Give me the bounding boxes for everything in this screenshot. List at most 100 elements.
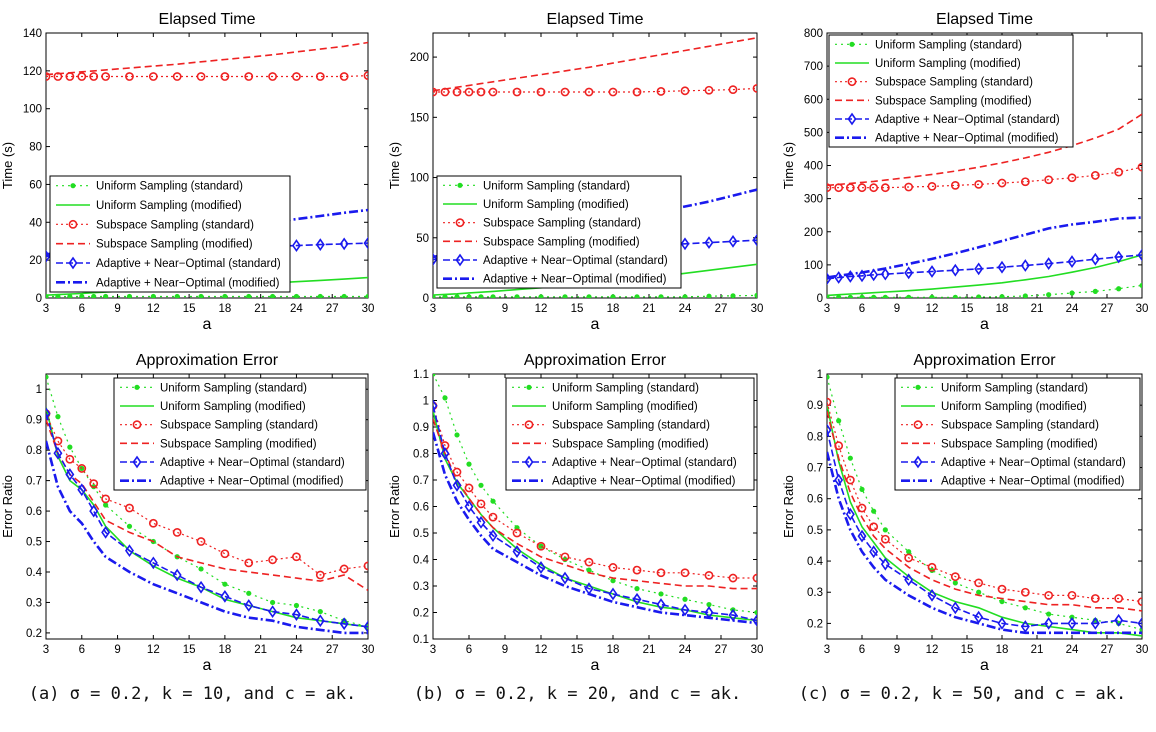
x-tick-label: 3 — [430, 644, 436, 656]
data-point — [904, 553, 914, 563]
y-axis-label: Time (s) — [387, 142, 402, 189]
data-point — [268, 555, 277, 565]
legend-marker — [524, 420, 534, 430]
x-tick-label: 12 — [926, 644, 939, 656]
data-point — [608, 87, 618, 97]
y-tick-label: 0.4 — [26, 567, 43, 579]
data-point — [363, 71, 368, 80]
legend-entry: Subspace Sampling (modified) — [941, 438, 1098, 450]
x-tick-label: 24 — [679, 644, 692, 656]
data-point — [125, 72, 134, 81]
data-point — [101, 494, 111, 504]
data-point — [880, 267, 890, 281]
data-point — [1044, 590, 1054, 600]
data-point — [91, 293, 97, 298]
data-point — [706, 293, 712, 298]
legend: Uniform Sampling (standard) Uniform Sampl… — [505, 377, 755, 491]
data-point — [1020, 177, 1030, 187]
data-point — [89, 479, 99, 489]
data-point — [244, 72, 254, 81]
y-tick-label: 1 — [36, 384, 42, 396]
data-point — [148, 556, 158, 570]
data-point — [440, 447, 450, 460]
data-point — [997, 617, 1007, 630]
data-point — [997, 584, 1007, 594]
data-point — [999, 294, 1005, 298]
data-point — [904, 573, 914, 587]
legend-entry: Subspace Sampling (modified) — [160, 438, 317, 450]
data-point — [222, 581, 228, 587]
data-point — [1020, 587, 1030, 597]
y-tick-label: 800 — [804, 28, 823, 40]
data-point — [1046, 292, 1052, 298]
legend-marker — [68, 256, 78, 270]
y-tick-label: 0.9 — [413, 422, 429, 434]
data-point — [1139, 282, 1142, 289]
data-point — [148, 518, 158, 528]
data-point — [46, 72, 51, 81]
data-point — [464, 87, 474, 97]
data-point — [433, 374, 436, 377]
series-line-4 — [433, 418, 757, 590]
data-point — [476, 516, 486, 529]
series-line-6 — [433, 431, 757, 625]
data-point — [268, 72, 277, 81]
data-point — [55, 414, 61, 420]
data-point — [1137, 248, 1142, 262]
legend-entry: Subspace Sampling (standard) — [96, 219, 254, 231]
legend-entry: Uniform Sampling (modified) — [875, 58, 1021, 70]
legend-entry: Adaptive + Near−Optimal (modified) — [96, 277, 280, 289]
data-point — [704, 85, 714, 95]
x-tick-label: 15 — [961, 303, 974, 315]
data-point — [859, 294, 865, 298]
data-point — [172, 568, 182, 582]
data-point — [452, 87, 462, 97]
x-tick-label: 6 — [859, 303, 865, 315]
x-axis-label: a — [591, 316, 600, 333]
series-line-5 — [433, 405, 757, 622]
x-tick-label: 30 — [1136, 644, 1149, 656]
y-tick-label: 0 — [36, 293, 42, 305]
x-tick-label: 9 — [502, 644, 508, 656]
x-tick-label: 21 — [643, 644, 656, 656]
data-point — [478, 482, 484, 488]
data-point — [268, 605, 278, 618]
y-tick-label: 0.5 — [807, 525, 823, 537]
data-point — [827, 423, 832, 437]
data-point — [490, 294, 496, 298]
x-tick-label: 6 — [859, 644, 865, 656]
data-point — [1090, 171, 1100, 180]
data-point — [1137, 617, 1142, 630]
data-point — [752, 614, 757, 627]
legend: Uniform Sampling (standard) Uniform Sampl… — [894, 377, 1141, 491]
data-point — [77, 464, 87, 473]
data-point — [126, 293, 133, 298]
y-tick-label: 0.5 — [26, 537, 42, 549]
caption-b: (b) σ = 0.2, k = 20, and c = ak. — [413, 684, 742, 704]
legend-entry: Subspace Sampling (modified) — [483, 236, 640, 248]
series-line-4 — [827, 411, 1142, 612]
y-tick-label: 0.6 — [26, 506, 42, 518]
data-point — [77, 483, 87, 497]
x-tick-label: 30 — [1136, 303, 1149, 315]
x-tick-label: 21 — [1031, 644, 1044, 656]
data-point — [869, 183, 879, 193]
series-line-3 — [827, 401, 1142, 603]
x-tick-label: 6 — [466, 303, 472, 315]
data-point — [904, 266, 914, 280]
legend-marker — [457, 182, 463, 188]
data-point — [1090, 252, 1100, 266]
data-point — [880, 557, 890, 571]
legend-entry: Adaptive + Near−Optimal (modified) — [941, 476, 1125, 488]
data-point — [452, 478, 462, 492]
data-point — [952, 580, 958, 586]
data-point — [632, 87, 642, 97]
data-point — [1022, 293, 1028, 298]
legend-marker — [915, 384, 921, 390]
data-point — [65, 454, 75, 464]
data-point — [220, 549, 230, 559]
data-point — [658, 591, 664, 597]
y-tick-label: 0.3 — [26, 597, 42, 609]
x-tick-label: 24 — [679, 303, 692, 315]
